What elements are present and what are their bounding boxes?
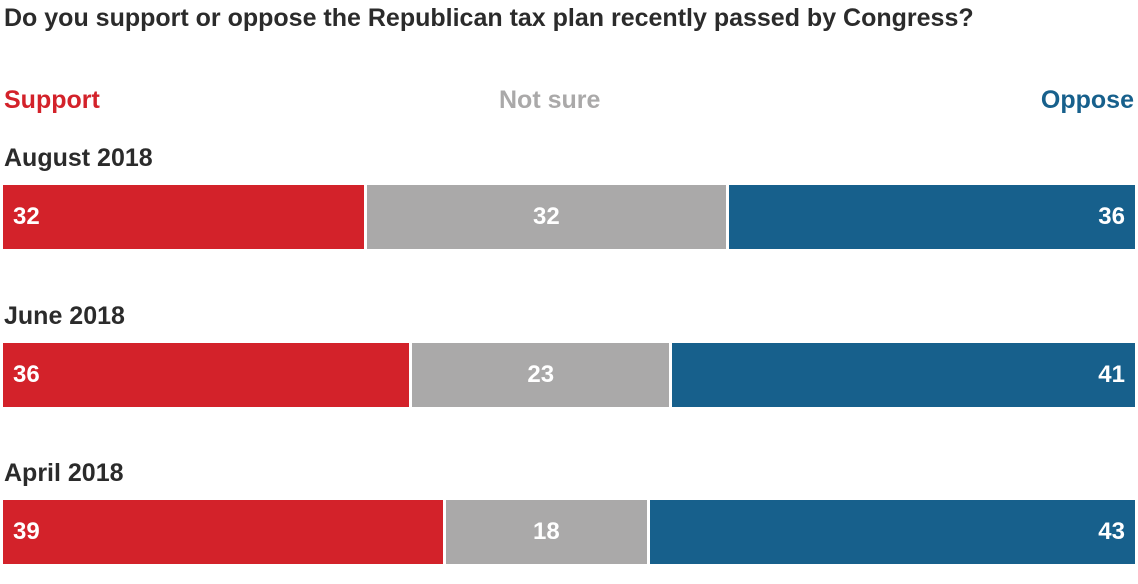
bar-segment-support: 39: [3, 500, 443, 564]
bar-segment-notsure: 23: [412, 343, 670, 407]
bar-value-label: 41: [1098, 361, 1125, 388]
bar-segment-notsure: 32: [366, 185, 726, 249]
bar-segment-oppose: 41: [672, 343, 1135, 407]
legend-oppose: Oppose: [1040, 86, 1134, 114]
bar-segment-oppose: 36: [728, 185, 1135, 249]
bar-value-label: 43: [1098, 518, 1125, 545]
bar-value-label: 39: [13, 518, 40, 545]
bar-value-label: 36: [1098, 203, 1125, 230]
legend-not-sure: Not sure: [499, 86, 601, 114]
bar-segment-support: 32: [3, 185, 364, 249]
bar-value-label: 18: [532, 518, 560, 545]
bar-value-label: 23: [527, 361, 555, 388]
chart-title: Do you support or oppose the Republican …: [4, 4, 974, 32]
bar-value-label: 32: [13, 203, 40, 230]
row-label: April 2018: [4, 459, 124, 487]
bar-segment-oppose: 43: [649, 500, 1135, 564]
bar-segment-notsure: 18: [445, 500, 647, 564]
bar-value-label: 32: [533, 203, 560, 230]
bar-segment-support: 36: [3, 343, 410, 407]
row-label: August 2018: [4, 144, 153, 172]
legend-support: Support: [4, 86, 100, 114]
bar-value-label: 36: [13, 361, 40, 388]
row-label: June 2018: [4, 302, 125, 330]
